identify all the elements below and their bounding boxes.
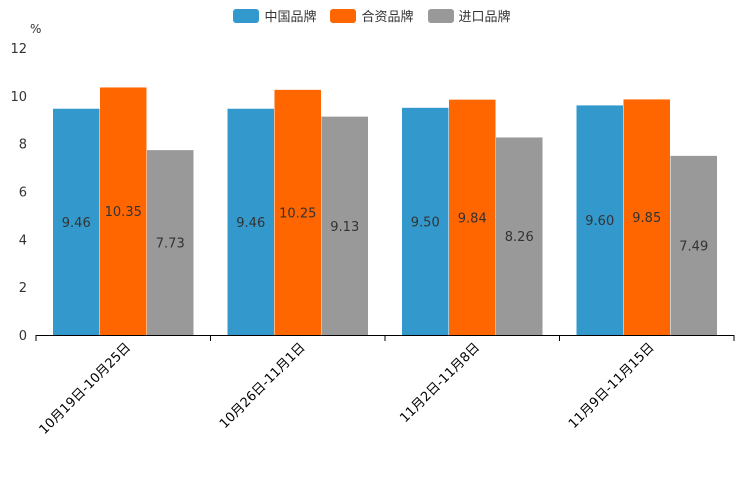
bar-1-0 (100, 87, 147, 336)
bar-value-label-2-0: 7.73 (156, 237, 185, 252)
bar-value-label-0-3: 9.60 (585, 214, 614, 229)
bar-1-3 (623, 99, 670, 335)
bar-0-3 (576, 105, 623, 336)
bar-0-0 (53, 108, 100, 335)
y-axis-unit: % (30, 22, 41, 36)
bar-0-1 (227, 108, 274, 335)
x-tick-label-2: 11月2日-11月8日 (397, 340, 483, 426)
bar-2-3 (670, 155, 717, 335)
bar-2-1 (321, 116, 368, 335)
legend-label-import: 进口品牌 (458, 10, 511, 25)
bar-value-label-0-1: 9.46 (236, 216, 265, 231)
bar-1-2 (449, 99, 496, 335)
bar-value-label-2-3: 7.49 (679, 239, 708, 254)
y-tick-label-0: 0 (19, 329, 27, 344)
y-tick-label-6: 12 (10, 42, 27, 57)
y-tick-label-3: 6 (19, 186, 27, 201)
bar-value-label-1-3: 9.85 (632, 211, 661, 226)
y-tick-label-5: 10 (10, 90, 27, 105)
bar-1-1 (274, 89, 321, 336)
legend-swatch-import (427, 8, 454, 23)
bar-2-0 (147, 150, 194, 335)
legend-swatch-china (233, 8, 260, 23)
bar-2-2 (496, 137, 543, 335)
bar-value-label-2-2: 8.26 (505, 230, 534, 245)
y-tick-label-2: 4 (19, 233, 27, 248)
legend-swatch-joint-venture (330, 8, 357, 23)
x-tick-label-3: 11月9日-11月15日 (566, 340, 658, 432)
bar-value-label-1-0: 10.35 (105, 205, 142, 220)
legend-item-import[interactable]: 进口品牌 (427, 6, 511, 25)
bar-0-2 (402, 107, 449, 336)
y-tick-label-4: 8 (19, 138, 27, 153)
legend-label-joint-venture: 合资品牌 (361, 10, 414, 25)
legend-item-china[interactable]: 中国品牌 (233, 6, 316, 25)
bar-value-label-1-2: 9.84 (458, 211, 487, 226)
x-tick-label-1: 10月26日-11月1日 (217, 340, 309, 432)
chart-legend: 中国品牌 合资品牌 进口品牌 (0, 6, 744, 25)
legend-label-china: 中国品牌 (264, 10, 317, 25)
bar-value-label-1-1: 10.25 (279, 206, 316, 221)
bar-value-label-0-2: 9.50 (411, 215, 440, 230)
bar-value-label-0-0: 9.46 (62, 216, 91, 231)
legend-item-joint-venture[interactable]: 合资品牌 (330, 6, 414, 25)
bar-value-label-2-1: 9.13 (330, 220, 359, 235)
y-tick-label-1: 2 (19, 281, 27, 296)
x-tick-label-0: 10月19日-10月25日 (37, 340, 134, 437)
